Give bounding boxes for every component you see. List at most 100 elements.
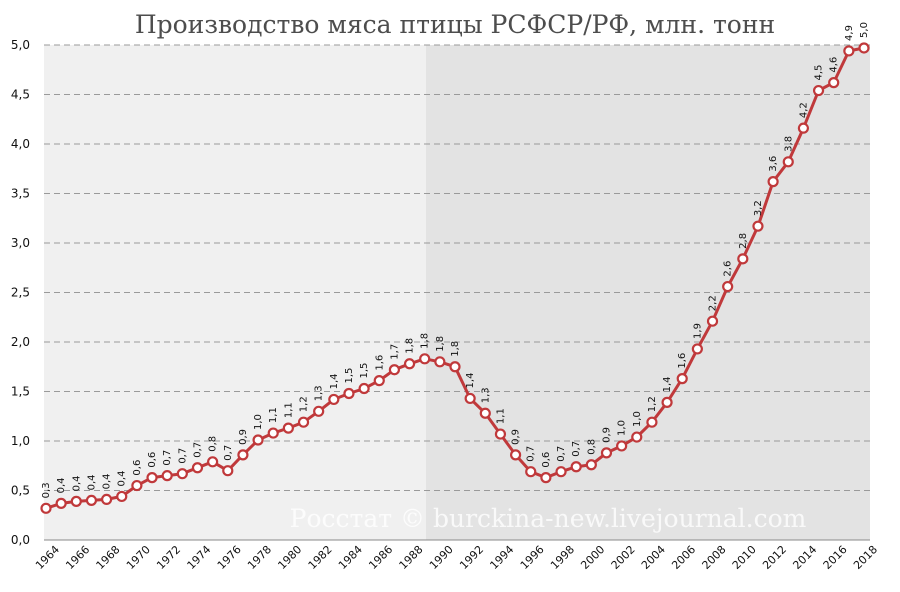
x-tick-label: 1976 bbox=[215, 543, 244, 572]
data-label: 0,4 bbox=[117, 471, 128, 487]
data-point bbox=[373, 375, 385, 387]
data-point bbox=[797, 122, 810, 134]
x-tick-label: 1964 bbox=[33, 543, 62, 572]
data-point bbox=[858, 42, 870, 54]
data-point bbox=[116, 490, 128, 503]
data-label: 1,2 bbox=[299, 396, 310, 412]
gridlines bbox=[44, 44, 870, 541]
data-point bbox=[646, 416, 658, 428]
data-label: 2,2 bbox=[708, 295, 719, 311]
data-point bbox=[555, 466, 567, 478]
data-label: 1,9 bbox=[692, 323, 703, 339]
data-point bbox=[479, 407, 491, 419]
data-point bbox=[313, 405, 325, 417]
data-point bbox=[131, 479, 143, 492]
x-tick-label: 1986 bbox=[366, 543, 395, 572]
data-label: 1,6 bbox=[677, 353, 688, 369]
data-label: 0,7 bbox=[571, 441, 582, 457]
data-point bbox=[146, 472, 158, 484]
data-point bbox=[600, 447, 613, 459]
x-tick-label: 2006 bbox=[669, 543, 698, 572]
data-point bbox=[55, 497, 67, 509]
x-tick-label: 1980 bbox=[275, 543, 304, 572]
data-point bbox=[419, 353, 431, 365]
x-tick-label: 2002 bbox=[609, 543, 638, 572]
x-tick-label: 1996 bbox=[518, 543, 547, 572]
x-tick-label: 2008 bbox=[700, 543, 729, 572]
x-tick-label: 1984 bbox=[336, 543, 365, 572]
data-label: 0,7 bbox=[526, 446, 537, 462]
data-label: 0,9 bbox=[511, 429, 522, 445]
data-point bbox=[661, 396, 673, 408]
y-tick-label: 2,0 bbox=[11, 335, 30, 349]
data-label: 0,6 bbox=[132, 460, 143, 476]
data-label: 1,3 bbox=[480, 387, 491, 403]
data-label: 4,6 bbox=[829, 57, 840, 73]
data-label: 0,6 bbox=[541, 452, 552, 468]
data-label: 0,8 bbox=[586, 439, 597, 455]
data-point bbox=[464, 392, 476, 405]
data-point bbox=[388, 364, 401, 376]
data-label: 1,1 bbox=[495, 408, 506, 424]
data-point bbox=[434, 356, 446, 368]
data-label: 1,4 bbox=[329, 374, 340, 390]
data-label: 1,8 bbox=[450, 341, 461, 357]
data-label: 1,5 bbox=[344, 368, 355, 384]
data-label: 2,8 bbox=[738, 233, 749, 249]
data-point bbox=[828, 77, 840, 89]
x-tick-label: 1990 bbox=[427, 543, 456, 572]
data-point bbox=[297, 416, 310, 428]
data-point bbox=[328, 393, 340, 406]
data-point bbox=[267, 427, 279, 439]
data-label: 1,2 bbox=[647, 396, 658, 412]
data-point bbox=[449, 361, 461, 373]
data-label: 0,7 bbox=[223, 445, 234, 461]
data-point bbox=[358, 382, 370, 395]
data-label: 2,6 bbox=[723, 261, 734, 277]
data-label: 1,1 bbox=[268, 407, 279, 423]
data-point bbox=[722, 280, 734, 293]
data-label: 1,5 bbox=[359, 363, 370, 379]
data-point bbox=[540, 472, 552, 484]
data-point bbox=[706, 315, 719, 327]
data-point bbox=[252, 434, 264, 446]
x-tick-label: 2000 bbox=[578, 543, 607, 572]
data-label: 0,6 bbox=[147, 452, 158, 468]
y-tick-label: 1,0 bbox=[11, 434, 30, 448]
data-label: 0,4 bbox=[71, 475, 82, 491]
data-point bbox=[509, 449, 522, 461]
watermark: Росстат © burckina-new.livejournal.com bbox=[290, 504, 807, 533]
x-tick-label: 1992 bbox=[457, 543, 486, 572]
x-tick-label: 2018 bbox=[851, 543, 880, 572]
data-label: 1,3 bbox=[314, 385, 325, 401]
data-label: 1,8 bbox=[435, 336, 446, 352]
x-tick-label: 2012 bbox=[760, 543, 789, 572]
data-point bbox=[782, 156, 794, 168]
x-tick-label: 2010 bbox=[730, 543, 759, 572]
chart-title: Производство мяса птицы РСФСР/РФ, млн. т… bbox=[135, 10, 775, 39]
data-point bbox=[222, 465, 234, 477]
data-label: 1,4 bbox=[465, 373, 476, 389]
data-point bbox=[570, 461, 582, 473]
data-label: 0,9 bbox=[601, 427, 612, 443]
data-label: 1,8 bbox=[405, 338, 416, 354]
data-label: 1,4 bbox=[662, 376, 673, 392]
data-point bbox=[191, 462, 204, 474]
y-tick-label: 4,0 bbox=[11, 137, 30, 151]
data-labels: 0,3 0,4 0,4 0,4 0,4 0,4 0,6 0,6 0,7 0,7 0,7 0,8 0,7 0… bbox=[41, 22, 870, 498]
y-axis-tick-labels: 0,0 0,5 1,0 1,5 2,0 2,5 3,0 3,5 4,0 4,5 5,0 bbox=[11, 38, 30, 547]
x-axis-tick-labels: 1964 1966 1968 1970 1972 1974 1976 1978 1980 1982… bbox=[33, 543, 880, 572]
data-label: 4,9 bbox=[844, 25, 855, 41]
y-tick-label: 3,5 bbox=[11, 187, 30, 201]
data-label: 4,2 bbox=[798, 102, 809, 118]
x-tick-label: 1972 bbox=[154, 543, 183, 572]
data-label: 0,7 bbox=[177, 448, 188, 464]
data-label: 3,6 bbox=[768, 156, 779, 172]
data-point bbox=[494, 428, 507, 440]
data-point bbox=[631, 431, 643, 443]
x-tick-label: 1988 bbox=[397, 543, 426, 572]
y-tick-label: 5,0 bbox=[11, 38, 30, 52]
y-tick-label: 0,5 bbox=[11, 484, 30, 498]
data-point bbox=[176, 468, 188, 480]
